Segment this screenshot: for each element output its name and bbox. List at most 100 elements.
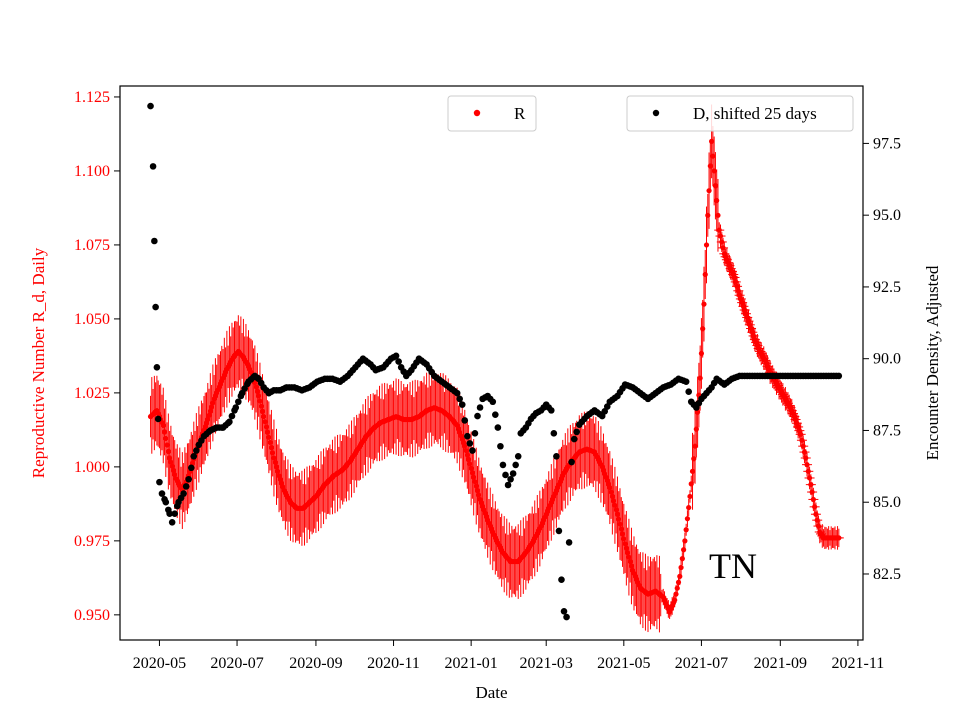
r-point — [711, 168, 717, 174]
r-point — [798, 431, 804, 437]
d-point — [193, 447, 200, 454]
d-point — [494, 424, 502, 431]
x-tick-label: 2021-07 — [675, 655, 728, 672]
y-right-tick-label: 92.5 — [873, 279, 901, 296]
r-point — [810, 496, 816, 503]
x-tick-label: 2021-09 — [754, 655, 807, 672]
d-point — [147, 102, 154, 110]
r-point — [612, 502, 618, 508]
y-left-tick-label: 1.000 — [74, 459, 110, 476]
r-point — [677, 573, 683, 579]
r-point — [469, 470, 476, 476]
d-point — [153, 364, 161, 371]
d-point — [550, 430, 558, 437]
d-point — [489, 398, 497, 406]
d-point — [228, 412, 236, 420]
d-point — [466, 440, 474, 447]
r-point — [473, 483, 479, 489]
r-point — [165, 448, 171, 455]
r-point — [465, 456, 472, 463]
d-point — [565, 539, 573, 546]
r-point — [253, 384, 259, 390]
r-point — [263, 424, 269, 430]
r-point — [683, 527, 689, 533]
r-point — [688, 481, 694, 487]
r-point — [471, 474, 477, 480]
r-point — [270, 450, 276, 456]
r-point — [710, 153, 716, 159]
r-point — [616, 516, 622, 522]
d-point — [570, 435, 578, 443]
r-point — [472, 479, 478, 485]
d-point — [171, 510, 179, 517]
d-point — [151, 237, 158, 245]
d-point — [499, 461, 507, 469]
d-point — [504, 481, 512, 489]
r-point — [611, 498, 617, 504]
r-point — [801, 449, 808, 455]
r-point — [812, 504, 818, 510]
d-point — [187, 464, 195, 472]
d-point — [685, 388, 693, 396]
r-point — [681, 547, 687, 553]
y-right-tick-label: 82.5 — [873, 566, 901, 583]
r-point — [719, 239, 725, 245]
legend-d-label: D, shifted 25 days — [693, 104, 817, 123]
r-point — [815, 523, 822, 529]
y-left-tick-label: 1.100 — [74, 163, 110, 180]
r-point — [266, 434, 272, 440]
d-point — [563, 613, 570, 621]
r-point — [254, 388, 261, 395]
d-point — [392, 352, 400, 360]
r-point — [161, 429, 168, 435]
r-point — [703, 242, 710, 248]
r-point — [205, 416, 211, 423]
r-point — [262, 419, 268, 425]
r-point — [160, 422, 166, 429]
d-point — [168, 519, 176, 526]
r-point — [267, 439, 273, 446]
d-point — [166, 510, 173, 517]
r-point — [712, 183, 719, 189]
legend-d: D, shifted 25 days — [626, 95, 854, 132]
legend-d-marker — [652, 109, 660, 117]
legend-r-marker — [473, 109, 481, 117]
d-point — [474, 412, 481, 420]
r-point — [623, 545, 629, 551]
r-point — [621, 536, 627, 542]
y-axis-left: 0.950 0.975 1.000 1.025 1.050 1.075 1.100 1.125 — [74, 89, 120, 624]
r-point — [206, 412, 212, 418]
r-point — [462, 443, 468, 449]
d-point — [502, 471, 509, 479]
r-point — [618, 526, 624, 532]
r-point — [617, 521, 623, 527]
r-point — [684, 516, 691, 522]
r-point — [627, 558, 633, 565]
r-point — [709, 138, 715, 144]
r-point — [271, 455, 277, 461]
r-point — [697, 375, 703, 381]
d-point — [395, 358, 402, 365]
r-point — [695, 409, 701, 415]
r-point — [799, 437, 805, 443]
r-point — [673, 591, 679, 597]
d-point — [835, 372, 843, 380]
r-point — [272, 459, 278, 466]
r-point — [733, 279, 739, 285]
r-point — [693, 426, 699, 432]
y-axis-left-title: Reproductive Number R_d, Daily — [29, 247, 48, 478]
r-point — [720, 245, 726, 251]
d-point — [158, 490, 166, 497]
d-point — [461, 417, 469, 424]
r-point — [209, 404, 215, 410]
r-point — [619, 531, 626, 537]
r-point — [803, 455, 809, 461]
r-point — [257, 398, 263, 404]
x-tick-label: 2021-05 — [597, 655, 650, 672]
r-point — [467, 461, 473, 467]
r-point — [172, 471, 178, 478]
r-point — [731, 274, 738, 281]
r-point — [167, 455, 173, 461]
r-point — [735, 288, 741, 294]
r-point — [686, 504, 692, 511]
